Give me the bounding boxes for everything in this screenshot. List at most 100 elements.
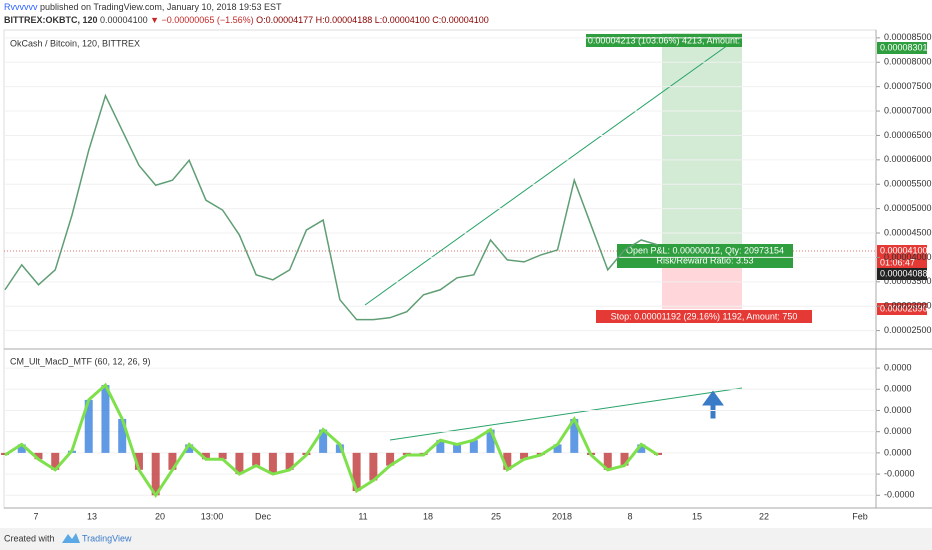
x-tick-label: 13 [87,511,97,521]
trend-line [364,39,736,306]
footer-bar [0,528,932,550]
x-tick-label: 20 [155,511,165,521]
y-tick-label: 0.0000 [884,447,912,457]
y-tick-label: 0.00004000 [884,252,932,262]
x-tick-label: 2018 [552,511,572,521]
stop-text: Stop: 0.00001192 (29.16%) 1192, Amount: … [611,311,798,321]
price-tag [877,303,927,315]
histogram-bar [51,452,60,470]
y-tick-label: 0.00005500 [884,179,932,189]
histogram-bar [151,452,160,496]
histogram-bar [469,440,478,453]
histogram-bar [486,429,495,453]
price-tag [877,245,927,257]
y-tick-label: 0.0000 [884,405,912,415]
footer-text: Created with [4,533,55,543]
x-tick-label: 15 [692,511,702,521]
price-tag-text: 0.00004100 [880,245,928,255]
x-tick-label: 18 [423,511,433,521]
price-tag [877,257,927,269]
y-tick-label: -0.0000 [884,468,915,478]
histogram-bar [319,429,328,453]
x-tick-label: 13:00 [201,511,224,521]
histogram-bar [17,444,26,453]
histogram-bar [503,452,512,470]
histogram-bar [34,452,43,460]
published: published on TradingView.com, January 10… [40,2,282,12]
price-tag-text: 0.00008301 [880,42,928,52]
y-tick-label: 0.00008000 [884,57,932,67]
x-tick-label: 25 [491,511,501,521]
y-tick-label: 0.0000 [884,426,912,436]
histogram-bar [201,452,210,460]
histogram-bar [637,444,646,453]
y-tick-label: 0.00003000 [884,301,932,311]
change: ▼ −0.00000065 (−1.56%) [150,15,253,25]
histogram-bar [218,452,227,460]
pnl-label [617,244,793,268]
histogram-bar [386,452,395,466]
arrow [702,390,724,419]
last: 0.00004100 [100,15,148,25]
x-tick-label: 22 [759,511,769,521]
price-tag [877,268,927,280]
histogram-bar [553,444,562,453]
histogram-bar [235,452,244,475]
header-line: BITTREX:OKBTC, 120 0.00004100 ▼ −0.00000… [4,15,489,25]
price-tag [877,42,927,54]
stop-label [596,310,812,323]
y-tick-label: -0.0000 [884,490,915,500]
chart-title: OkCash / Bitcoin, 120, BITTREX [10,38,140,48]
series-line [4,382,659,499]
target-label [586,34,742,47]
price-tag-text: 0.00002896 [880,303,928,313]
series-line [4,93,659,321]
x-tick-label: 7 [33,511,38,521]
y-tick-label: 0.00004500 [884,227,932,237]
rr-text: Risk/Reward Ratio: 3.53 [656,255,753,265]
x-tick-label: Feb [852,511,868,521]
y-tick-label: 0.00007000 [884,105,932,115]
histogram-bar [453,444,462,453]
histogram-bar [252,452,261,466]
x-tick-label: 11 [358,511,367,521]
y-tick-label: 0.00008500 [884,32,932,42]
indicator-title: CM_Ult_MacD_MTF (60, 12, 26, 9) [10,356,151,366]
histogram-bar [168,452,177,470]
y-tick-label: 0.0000 [884,362,912,372]
histogram-bar [268,452,277,475]
author[interactable]: Rvvvvvv [4,2,38,12]
y-tick-label: 0.00007500 [884,81,932,91]
histogram-bar [603,452,612,470]
target-text: Target: 0.00004213 (103.06%) 4213, Amoun… [558,35,770,45]
y-tick-label: 0.00003500 [884,276,932,286]
histogram-bar [570,418,579,453]
y-tick-label: 0.00006500 [884,130,932,140]
header-line: Rvvvvvv published on TradingView.com, Ja… [4,2,282,12]
x-tick-label: Dec [255,511,272,521]
y-tick-label: 0.00005000 [884,203,932,213]
histogram-bar [84,399,93,453]
logo [62,533,80,543]
histogram-bar [134,452,143,470]
price-tag-text: 0.00004088 [880,268,928,278]
histogram-bar [369,452,378,481]
x-tick-label: 8 [627,511,632,521]
target-zone [662,33,742,251]
histogram-bar [118,418,127,453]
symbol: BITTREX:OKBTC, 120 [4,15,98,25]
histogram-bar [352,452,361,492]
histogram-bar [520,452,529,460]
timer-text: 01:06:47 [880,257,915,267]
histogram-bar [185,444,194,453]
ohlc: O:0.00004177 H:0.00004188 L:0.00004100 C… [256,15,489,25]
y-tick-label: 0.0000 [884,384,912,394]
y-tick-label: 0.00006000 [884,154,932,164]
histogram-bar [101,385,110,453]
footer-brand[interactable]: TradingView [82,533,132,543]
histogram-bar [620,452,629,466]
y-tick-label: 0.00002500 [884,325,932,335]
histogram-bar [285,452,294,470]
pnl-text: Open P&L: 0.00000012, Qty: 20973154 [626,245,784,255]
